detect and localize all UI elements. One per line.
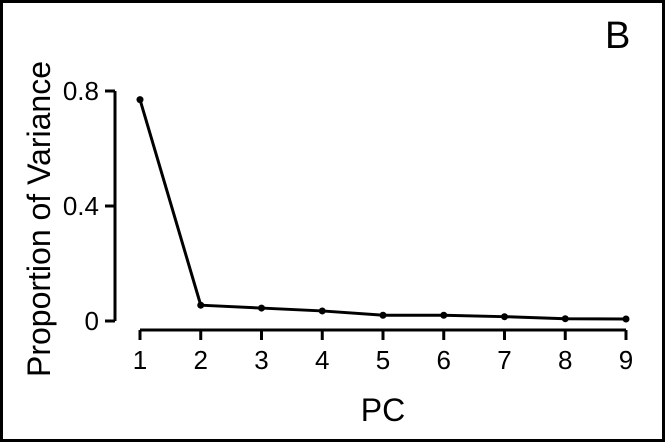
data-point-pc-1 xyxy=(136,96,144,104)
data-point-pc-6 xyxy=(440,311,448,319)
x-tick-label-9: 9 xyxy=(619,345,633,375)
x-tick-label-4: 4 xyxy=(315,345,329,375)
y-tick-label-0.4: 0.4 xyxy=(63,191,99,221)
series-line-1 xyxy=(138,99,627,321)
chart-svg: B 1 2 3 4 5 6 7 8 9 0 0.4 0.8 PC Proportion of Vari… xyxy=(21,15,633,428)
x-tick-label-5: 5 xyxy=(376,345,390,375)
chart-axes: 1 2 3 4 5 6 7 8 9 0 0.4 0.8 xyxy=(63,76,633,375)
x-tick-label-6: 6 xyxy=(437,345,451,375)
x-tick-label-2: 2 xyxy=(194,345,208,375)
x-axis-title: PC xyxy=(361,392,405,428)
x-tick-label-7: 7 xyxy=(497,345,511,375)
panel-label: B xyxy=(605,15,630,57)
data-point-pc-7 xyxy=(501,313,508,321)
data-point-pc-3 xyxy=(258,304,265,312)
x-tick-label-1: 1 xyxy=(133,345,147,375)
data-point-pc-9 xyxy=(622,315,630,323)
data-point-pc-2 xyxy=(197,301,205,309)
y-tick-label-0: 0 xyxy=(85,306,99,336)
y-tick-label-0.8: 0.8 xyxy=(63,76,99,106)
chart-marks xyxy=(136,96,630,323)
data-point-pc-5 xyxy=(379,311,387,319)
x-tick-label-3: 3 xyxy=(254,345,268,375)
x-tick-label-8: 8 xyxy=(558,345,572,375)
data-point-pc-4 xyxy=(318,307,326,315)
y-axis-title: Proportion of Variance xyxy=(21,61,57,377)
data-point-pc-8 xyxy=(561,315,569,323)
